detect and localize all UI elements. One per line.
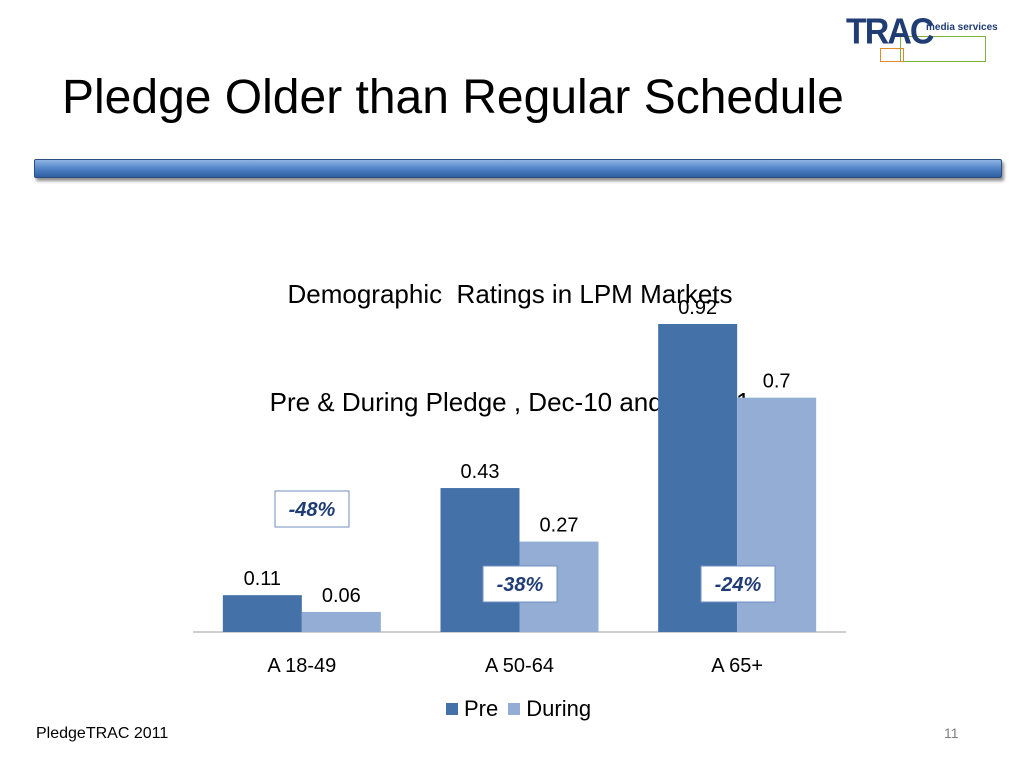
legend-label-pre: Pre bbox=[464, 696, 499, 721]
bar-pre-1 bbox=[440, 488, 520, 632]
annotation-label-1: -38% bbox=[497, 574, 544, 596]
logo-frame-green bbox=[900, 36, 986, 62]
legend-label-during: During bbox=[526, 696, 592, 721]
category-label-1: A 50-64 bbox=[485, 655, 554, 677]
page-number: 11 bbox=[944, 725, 959, 741]
bar-pre-0 bbox=[222, 595, 302, 632]
data-label-during-0: 0.06 bbox=[322, 585, 361, 607]
chart-legend: Pre During bbox=[446, 696, 591, 722]
logo-wordmark: TRAC bbox=[846, 12, 934, 52]
footer-text: PledgeTRAC 2011 bbox=[36, 725, 169, 742]
logo-frame-orange bbox=[880, 48, 904, 62]
data-label-during-2: 0.7 bbox=[763, 371, 791, 393]
annotation-box-0 bbox=[274, 490, 350, 528]
annotation-label-0: -48% bbox=[289, 499, 336, 521]
logo-tagline: media services bbox=[926, 22, 998, 33]
data-label-pre-0: 0.11 bbox=[244, 568, 281, 590]
data-label-pre-1: 0.43 bbox=[461, 461, 500, 483]
slide-title: Pledge Older than Regular Schedule bbox=[62, 71, 844, 124]
data-label-pre-2: 0.92 bbox=[678, 297, 717, 319]
trac-logo: TRAC media services bbox=[846, 12, 998, 62]
category-label-0: A 18-49 bbox=[267, 655, 336, 677]
title-divider-bar bbox=[34, 159, 1002, 178]
bar-during-0 bbox=[301, 611, 381, 632]
annotation-box-1 bbox=[482, 565, 558, 603]
chart-title: Demographic Ratings in LPM Markets bbox=[287, 279, 733, 309]
legend-swatch-pre bbox=[446, 703, 458, 715]
legend-item-pre: Pre bbox=[446, 696, 498, 722]
data-label-during-1: 0.27 bbox=[540, 515, 579, 537]
legend-item-during: During bbox=[508, 696, 591, 722]
category-label-2: A 65+ bbox=[711, 655, 763, 677]
annotation-label-2: -24% bbox=[715, 574, 762, 596]
annotation-box-2 bbox=[700, 565, 776, 603]
legend-swatch-during bbox=[508, 703, 521, 715]
